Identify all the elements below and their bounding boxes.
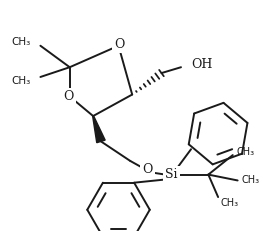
Text: OH: OH [191, 58, 212, 71]
Text: O: O [114, 38, 125, 51]
Text: CH₃: CH₃ [11, 37, 31, 47]
Text: O: O [143, 163, 153, 176]
Text: CH₃: CH₃ [242, 176, 260, 186]
Text: Si: Si [165, 168, 178, 181]
Text: O: O [64, 90, 74, 103]
Polygon shape [93, 116, 105, 143]
Text: CH₃: CH₃ [11, 76, 31, 86]
Text: CH₃: CH₃ [237, 147, 255, 157]
Text: CH₃: CH₃ [220, 198, 238, 208]
